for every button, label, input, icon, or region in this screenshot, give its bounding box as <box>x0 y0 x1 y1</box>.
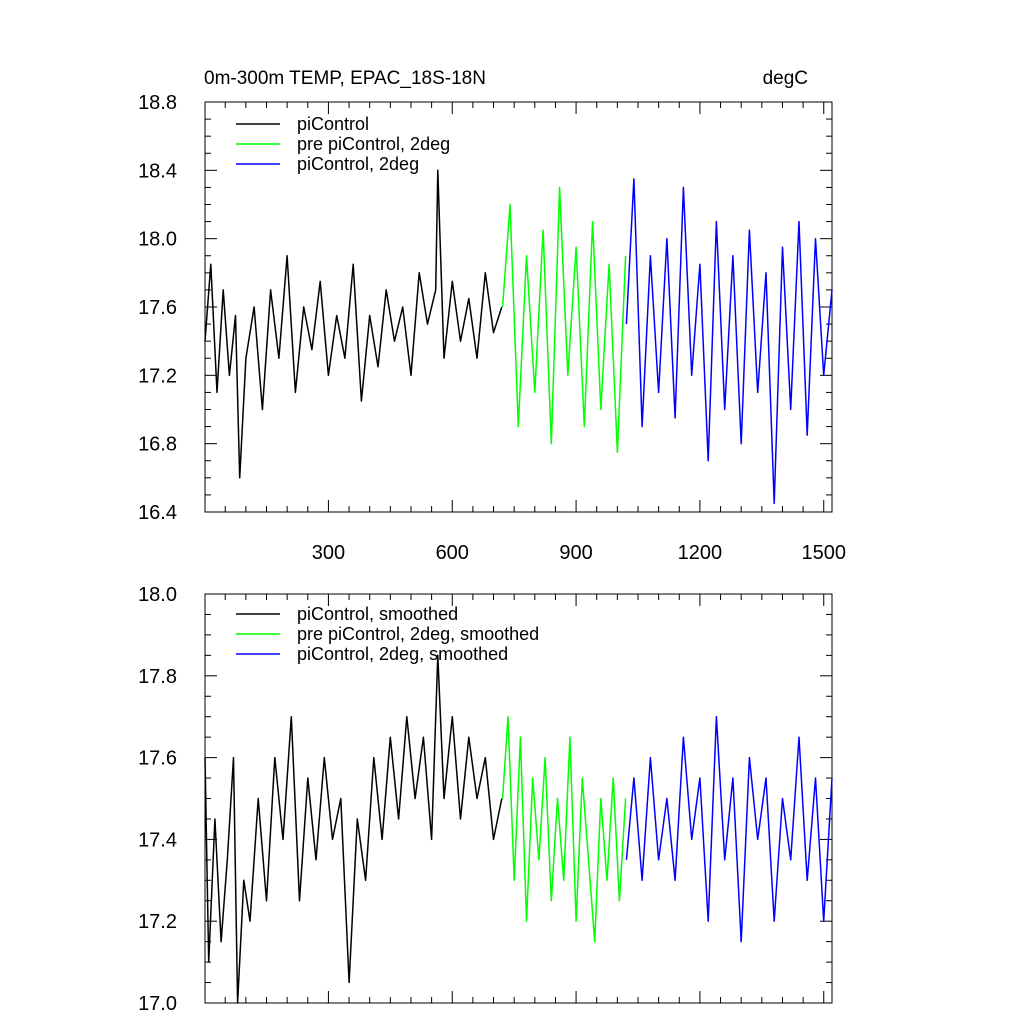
x-tick-label: 600 <box>436 542 469 564</box>
y-tick-label: 17.0 <box>138 993 177 1015</box>
series-line-pre-picontrol-2deg-smoothed <box>501 715 627 943</box>
legend-label: piControl, 2deg <box>297 154 419 174</box>
y-tick-label: 18.0 <box>138 229 177 251</box>
series-line-picontrol-2deg-smoothed <box>625 715 833 943</box>
bottom-panel: 17.0 17.2 17.4 17.6 17.8 18.0 piControl, smoot… <box>138 584 833 1015</box>
y-tick-label: 17.6 <box>138 748 177 770</box>
legend-label: pre piControl, 2deg <box>297 134 450 154</box>
y-tick-label: 16.4 <box>138 502 177 524</box>
figure-units: degC <box>763 68 808 89</box>
x-tick-label: 1200 <box>678 542 723 564</box>
y-tick-label: 18.4 <box>138 160 177 182</box>
y-tick-label: 16.8 <box>138 434 177 456</box>
y-tick-label: 18.0 <box>138 584 177 606</box>
x-tick-label: 900 <box>559 542 592 564</box>
series-line-picontrol-2deg <box>625 178 833 505</box>
y-tick-label: 17.4 <box>138 829 177 851</box>
legend-label: piControl, 2deg, smoothed <box>297 644 508 664</box>
x-tick-label: 1500 <box>801 542 846 564</box>
y-tick-label: 17.8 <box>138 666 177 688</box>
y-tick-label: 17.6 <box>138 297 177 319</box>
legend-label: piControl, smoothed <box>297 604 458 624</box>
series-line-picontrol <box>204 169 503 479</box>
figure-title: 0m-300m TEMP, EPAC_18S-18N <box>204 68 486 89</box>
series-line-picontrol-smoothed <box>204 654 503 1004</box>
y-tick-label: 17.2 <box>138 911 177 933</box>
x-tick-label: 300 <box>312 542 345 564</box>
legend-label: pre piControl, 2deg, smoothed <box>297 624 539 644</box>
y-tick-label: 17.2 <box>138 365 177 387</box>
top-panel: 16.4 16.8 17.2 17.6 18.0 18.4 18.8 300 600 900 120… <box>138 92 846 564</box>
legend-label: piControl <box>297 114 369 134</box>
series-line-pre-picontrol-2deg <box>501 186 627 453</box>
y-tick-label: 18.8 <box>138 92 177 114</box>
